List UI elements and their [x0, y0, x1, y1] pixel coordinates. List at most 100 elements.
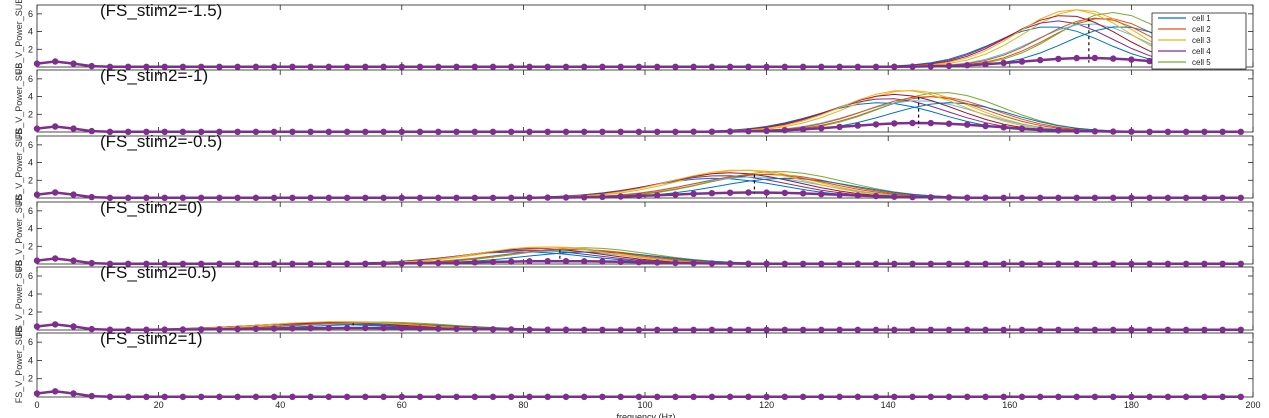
average-marker	[52, 123, 59, 130]
average-marker	[33, 323, 41, 330]
y-tick-label: 2	[28, 175, 33, 185]
average-marker	[1237, 194, 1245, 201]
x-tick-label: 140	[881, 400, 896, 410]
average-marker	[252, 393, 260, 400]
average-marker	[526, 63, 533, 70]
y-tick-label: 4	[28, 289, 33, 299]
panel-3: 2 4 6 FS_V_Power_SUB (FS_stim2=-0.5)	[14, 129, 1254, 205]
average-marker	[88, 259, 95, 267]
average-marker	[106, 194, 114, 201]
average-marker	[270, 194, 278, 201]
average-marker	[435, 325, 442, 332]
average-marker	[88, 193, 95, 201]
legend-label-1: cell 1	[1192, 14, 1211, 23]
average-marker	[70, 125, 77, 132]
average-marker	[1000, 59, 1007, 67]
average-marker	[726, 63, 734, 70]
x-tick-label: 160	[1002, 400, 1017, 410]
average-marker	[945, 393, 953, 400]
average-marker	[270, 393, 278, 400]
average-marker	[690, 63, 697, 70]
average-marker	[398, 194, 405, 201]
average-marker	[1037, 194, 1044, 201]
y-tick-label: 2	[28, 307, 33, 317]
average-marker	[398, 128, 405, 135]
average-marker	[1110, 55, 1117, 62]
average-marker	[307, 325, 314, 332]
average-marker	[179, 128, 187, 135]
average-marker	[52, 321, 59, 328]
average-marker	[909, 326, 916, 333]
legend-box	[1151, 12, 1247, 70]
panels: 2 4 6 FS_V_Power_SUB (FS_stim2=-1.5) 2 4 6 FS_V_…	[14, 0, 1261, 410]
average-marker	[964, 61, 971, 69]
average-marker	[1055, 393, 1062, 400]
average-marker	[1182, 194, 1190, 201]
average-marker	[1110, 194, 1117, 201]
average-marker	[179, 260, 187, 267]
average-marker	[708, 190, 716, 197]
average-marker	[362, 128, 369, 135]
average-marker	[307, 63, 314, 70]
average-marker	[252, 325, 260, 332]
average-marker	[106, 326, 114, 333]
average-marker	[799, 190, 807, 197]
average-marker	[508, 194, 515, 201]
y-axis-label: FS_V_Power_SUB	[14, 63, 24, 140]
average-marker	[435, 259, 442, 267]
average-marker	[781, 326, 788, 333]
average-marker	[690, 260, 697, 267]
average-marker	[1073, 260, 1080, 267]
average-marker	[416, 194, 424, 201]
average-marker	[599, 128, 606, 135]
average-marker	[726, 393, 734, 400]
average-marker	[362, 324, 369, 332]
average-marker	[70, 60, 77, 67]
average-marker	[799, 393, 807, 400]
average-marker	[909, 63, 916, 70]
average-marker	[708, 260, 716, 267]
average-marker	[781, 393, 788, 400]
average-marker	[1000, 393, 1007, 400]
y-tick-label: 6	[28, 74, 33, 84]
average-marker	[526, 194, 533, 201]
average-marker	[1055, 127, 1062, 134]
average-marker	[562, 194, 570, 201]
average-marker	[1219, 194, 1226, 201]
x-tick-label: 20	[154, 400, 164, 410]
panel-title: (FS_stim2=0.5)	[100, 263, 217, 282]
panel-title: (FS_stim2=-1)	[100, 66, 208, 85]
average-marker	[125, 194, 132, 201]
average-marker	[726, 189, 734, 196]
average-marker	[362, 260, 369, 267]
average-marker	[672, 63, 679, 70]
average-marker	[854, 260, 861, 267]
average-marker	[708, 393, 716, 400]
average-marker	[781, 127, 788, 134]
average-marker	[562, 326, 570, 333]
average-marker	[325, 128, 332, 135]
average-marker	[982, 326, 989, 333]
average-marker	[289, 325, 296, 332]
y-tick-label: 4	[28, 92, 33, 102]
average-marker	[471, 194, 478, 201]
average-marker	[125, 393, 132, 400]
average-marker	[1201, 128, 1208, 135]
average-marker	[836, 393, 843, 400]
panel-6: 2 4 6 FS_V_Power_SUB (FS_stim2=1) 0 20 40 60 80 10…	[14, 327, 1261, 410]
average-marker	[945, 62, 953, 70]
average-marker	[343, 324, 351, 332]
x-tick-label: 120	[759, 400, 774, 410]
axes-frame	[36, 69, 1254, 133]
average-marker	[635, 393, 643, 400]
average-marker	[125, 63, 132, 70]
average-marker	[216, 393, 223, 400]
average-marker	[1146, 128, 1153, 135]
average-marker	[1128, 393, 1135, 400]
average-marker	[1164, 194, 1172, 201]
average-marker	[234, 393, 241, 400]
average-marker	[471, 63, 478, 70]
average-marker	[252, 63, 260, 70]
average-marker	[581, 194, 588, 201]
average-marker	[1128, 56, 1135, 63]
